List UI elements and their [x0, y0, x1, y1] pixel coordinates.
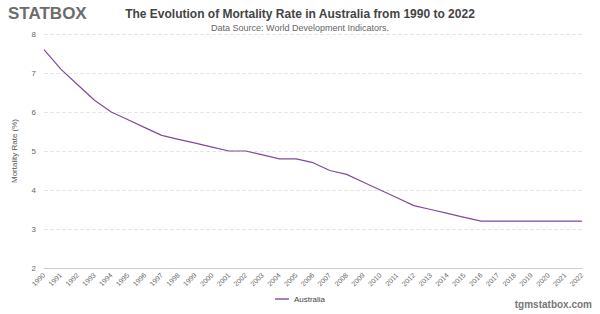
- svg-text:2020: 2020: [535, 271, 551, 287]
- svg-text:Australia: Australia: [294, 295, 326, 304]
- svg-text:2009: 2009: [350, 271, 366, 287]
- svg-text:2016: 2016: [468, 271, 484, 287]
- svg-text:2003: 2003: [249, 271, 265, 287]
- svg-text:2000: 2000: [199, 271, 215, 287]
- svg-text:2022: 2022: [569, 271, 585, 287]
- svg-text:2018: 2018: [501, 271, 517, 287]
- svg-text:2002: 2002: [232, 271, 248, 287]
- svg-text:The Evolution of Mortality Rat: The Evolution of Mortality Rate in Austr…: [125, 7, 475, 21]
- svg-text:2005: 2005: [283, 271, 299, 287]
- svg-text:2004: 2004: [266, 271, 282, 287]
- svg-text:1990: 1990: [31, 271, 47, 287]
- svg-text:2011: 2011: [384, 271, 400, 287]
- svg-text:1996: 1996: [131, 271, 147, 287]
- svg-text:1997: 1997: [148, 271, 164, 287]
- svg-text:2006: 2006: [300, 271, 316, 287]
- svg-text:1998: 1998: [165, 271, 181, 287]
- svg-text:8: 8: [32, 30, 37, 39]
- svg-text:2013: 2013: [417, 271, 433, 287]
- svg-text:2012: 2012: [400, 271, 416, 287]
- svg-text:Mortality Rate (%): Mortality Rate (%): [10, 119, 19, 183]
- svg-text:7: 7: [32, 69, 37, 78]
- svg-text:Data Source: World Development: Data Source: World Development Indicator…: [211, 23, 389, 33]
- svg-text:2008: 2008: [333, 271, 349, 287]
- svg-text:2017: 2017: [484, 271, 500, 287]
- svg-text:1999: 1999: [182, 271, 198, 287]
- svg-text:1994: 1994: [98, 271, 114, 287]
- svg-text:2021: 2021: [552, 271, 568, 287]
- svg-text:3: 3: [32, 225, 37, 234]
- svg-text:6: 6: [32, 108, 37, 117]
- svg-text:2010: 2010: [367, 271, 383, 287]
- svg-text:1992: 1992: [64, 271, 80, 287]
- svg-text:2014: 2014: [434, 271, 450, 287]
- svg-text:1991: 1991: [47, 271, 63, 287]
- svg-text:1995: 1995: [115, 271, 131, 287]
- svg-text:2019: 2019: [518, 271, 534, 287]
- svg-text:2001: 2001: [215, 271, 231, 287]
- svg-text:STATBOX: STATBOX: [8, 4, 87, 23]
- svg-text:5: 5: [32, 147, 37, 156]
- svg-text:2007: 2007: [316, 271, 332, 287]
- svg-text:tgmstatbox.com: tgmstatbox.com: [515, 299, 592, 310]
- svg-text:4: 4: [32, 186, 37, 195]
- svg-text:1993: 1993: [81, 271, 97, 287]
- svg-text:2: 2: [32, 264, 37, 273]
- svg-text:2015: 2015: [451, 271, 467, 287]
